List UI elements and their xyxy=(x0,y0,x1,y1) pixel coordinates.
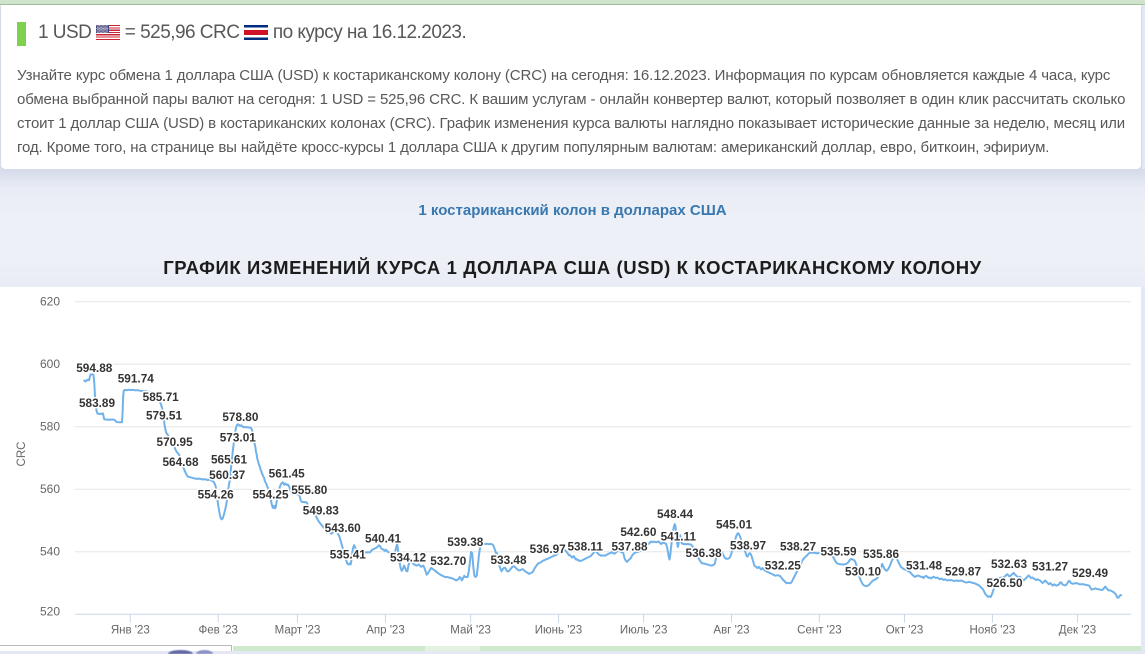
svg-text:Июль '23: Июль '23 xyxy=(620,625,668,637)
svg-text:535.59: 535.59 xyxy=(820,545,857,559)
svg-text:538.27: 538.27 xyxy=(780,540,817,554)
svg-text:530.10: 530.10 xyxy=(845,565,882,579)
svg-text:535.86: 535.86 xyxy=(863,547,900,561)
svg-text:543.60: 543.60 xyxy=(325,521,362,535)
svg-text:Июнь '23: Июнь '23 xyxy=(535,625,582,637)
svg-text:537.88: 537.88 xyxy=(611,540,648,554)
svg-text:564.68: 564.68 xyxy=(162,455,199,469)
svg-text:539.38: 539.38 xyxy=(447,535,484,549)
svg-text:Нояб '23: Нояб '23 xyxy=(970,625,1016,637)
svg-text:542.60: 542.60 xyxy=(620,525,657,539)
svg-text:583.89: 583.89 xyxy=(79,396,116,410)
svg-text:Фев '23: Фев '23 xyxy=(198,625,237,637)
svg-text:561.45: 561.45 xyxy=(269,467,306,481)
svg-text:554.25: 554.25 xyxy=(252,488,289,502)
svg-text:540: 540 xyxy=(40,545,60,559)
svg-text:555.80: 555.80 xyxy=(291,483,328,497)
svg-text:531.27: 531.27 xyxy=(1032,560,1069,574)
svg-text:600: 600 xyxy=(40,357,60,371)
svg-text:Авг '23: Авг '23 xyxy=(713,625,749,637)
svg-text:549.83: 549.83 xyxy=(303,503,340,517)
svg-text:540.41: 540.41 xyxy=(365,531,402,545)
svg-text:532.25: 532.25 xyxy=(765,559,802,573)
svg-text:520: 520 xyxy=(40,605,60,619)
svg-text:535.41: 535.41 xyxy=(330,547,367,561)
svg-text:Дек '23: Дек '23 xyxy=(1059,625,1096,637)
svg-text:554.26: 554.26 xyxy=(198,488,235,502)
svg-text:536.97: 536.97 xyxy=(530,542,567,556)
svg-text:580: 580 xyxy=(40,420,60,434)
svg-text:560: 560 xyxy=(40,482,60,496)
svg-text:591.74: 591.74 xyxy=(118,372,155,386)
svg-text:533.48: 533.48 xyxy=(490,553,527,567)
svg-text:529.49: 529.49 xyxy=(1072,566,1109,580)
svg-text:541.11: 541.11 xyxy=(661,530,697,544)
svg-text:529.87: 529.87 xyxy=(945,565,982,579)
svg-text:Окт '23: Окт '23 xyxy=(886,625,924,637)
svg-text:560.37: 560.37 xyxy=(209,468,246,482)
svg-text:532.63: 532.63 xyxy=(991,557,1028,571)
svg-text:532.70: 532.70 xyxy=(430,554,467,568)
svg-text:Апр '23: Апр '23 xyxy=(366,625,404,637)
svg-text:CRC: CRC xyxy=(16,442,28,467)
svg-text:Май '23: Май '23 xyxy=(450,625,491,637)
svg-text:620: 620 xyxy=(40,295,60,309)
svg-text:579.51: 579.51 xyxy=(146,409,183,423)
svg-text:Сент '23: Сент '23 xyxy=(797,625,842,637)
svg-text:534.12: 534.12 xyxy=(390,551,427,565)
svg-text:565.61: 565.61 xyxy=(211,453,248,467)
svg-text:585.71: 585.71 xyxy=(143,390,180,404)
svg-text:Янв '23: Янв '23 xyxy=(111,625,150,637)
svg-text:Март '23: Март '23 xyxy=(275,625,321,637)
svg-text:573.01: 573.01 xyxy=(220,431,257,445)
svg-text:536.38: 536.38 xyxy=(686,546,723,560)
svg-text:526.50: 526.50 xyxy=(986,576,1023,590)
svg-text:578.80: 578.80 xyxy=(222,410,259,424)
svg-text:545.01: 545.01 xyxy=(716,518,753,532)
svg-text:538.11: 538.11 xyxy=(567,540,603,554)
svg-text:594.88: 594.88 xyxy=(76,361,113,375)
svg-text:548.44: 548.44 xyxy=(657,507,694,521)
svg-text:531.48: 531.48 xyxy=(906,558,943,572)
svg-text:570.95: 570.95 xyxy=(157,435,194,449)
svg-text:538.97: 538.97 xyxy=(730,538,767,552)
